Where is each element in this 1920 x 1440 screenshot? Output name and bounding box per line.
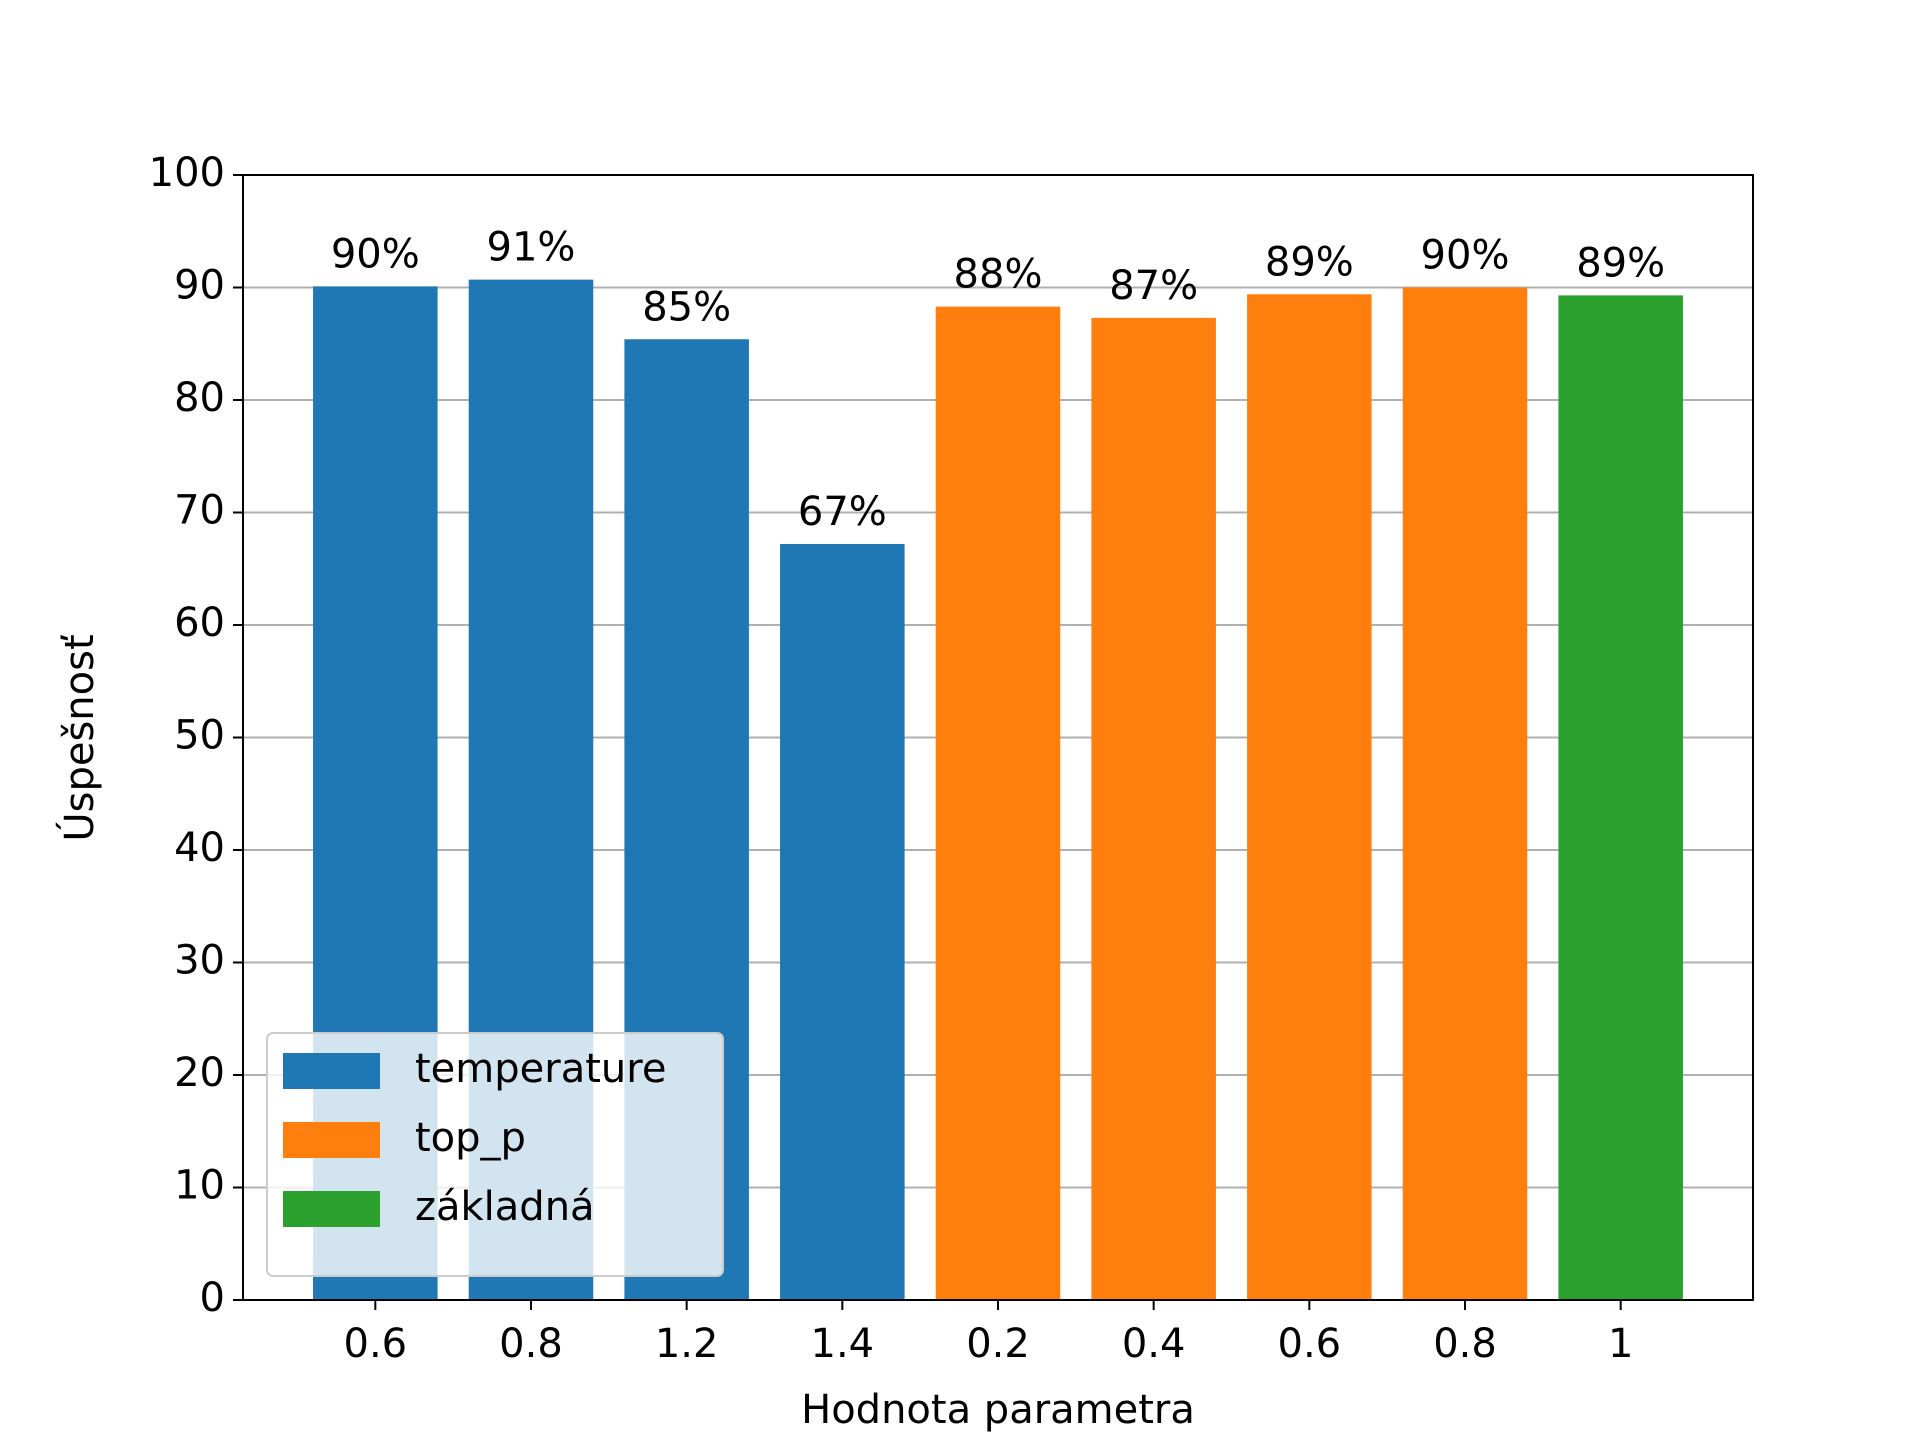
y-tick-label: 40 <box>174 825 225 871</box>
y-tick-label: 60 <box>174 600 225 646</box>
data-label: 88% <box>954 252 1043 298</box>
data-label: 89% <box>1265 239 1354 285</box>
legend-frame <box>266 1032 724 1277</box>
y-tick-label: 10 <box>174 1163 225 1209</box>
x-tick-label: 0.6 <box>344 1321 408 1367</box>
data-label: 67% <box>798 489 887 535</box>
y-tick-label: 30 <box>174 938 225 984</box>
legend-swatch <box>283 1191 380 1227</box>
x-tick-label: 1.2 <box>655 1321 719 1367</box>
bar <box>1402 287 1528 1300</box>
bar <box>1091 317 1216 1300</box>
data-label: 87% <box>1109 263 1198 309</box>
plot-frame <box>242 174 1754 1301</box>
y-tick-label: 50 <box>174 713 225 759</box>
y-tick-label: 70 <box>174 488 225 534</box>
bar <box>780 544 905 1300</box>
legend-swatch <box>283 1122 380 1158</box>
x-tick-label: 0.8 <box>499 1321 563 1367</box>
y-tick-label: 20 <box>174 1050 225 1096</box>
y-tick-label: 0 <box>200 1275 225 1321</box>
legend-label: top_p <box>415 1115 526 1161</box>
y-tick-label: 80 <box>174 375 225 421</box>
x-axis-label: Hodnota parametra <box>801 1387 1195 1433</box>
data-label: 90% <box>1421 233 1510 279</box>
y-axis-label: Úspešnosť <box>55 634 103 841</box>
y-tick-label: 100 <box>149 150 225 196</box>
x-tick-label: 1.4 <box>811 1321 875 1367</box>
data-label: 85% <box>642 284 731 330</box>
legend: temperature top_p základná <box>266 1032 724 1277</box>
x-tick-label: 0.2 <box>966 1321 1030 1367</box>
bar <box>935 306 1061 1300</box>
x-tick-label: 0.4 <box>1122 1321 1186 1367</box>
bar <box>1247 294 1372 1300</box>
x-tick-label: 0.6 <box>1278 1321 1342 1367</box>
y-tick-label: 90 <box>174 263 225 309</box>
x-tick-label: 1 <box>1608 1321 1633 1367</box>
x-tick-label: 0.8 <box>1433 1321 1497 1367</box>
data-label: 90% <box>331 231 420 277</box>
legend-label: temperature <box>415 1046 666 1092</box>
legend-label: základná <box>415 1184 595 1230</box>
legend-swatch <box>283 1053 380 1089</box>
bar <box>1558 295 1683 1300</box>
data-label: 91% <box>487 225 576 271</box>
data-label: 89% <box>1576 240 1665 286</box>
